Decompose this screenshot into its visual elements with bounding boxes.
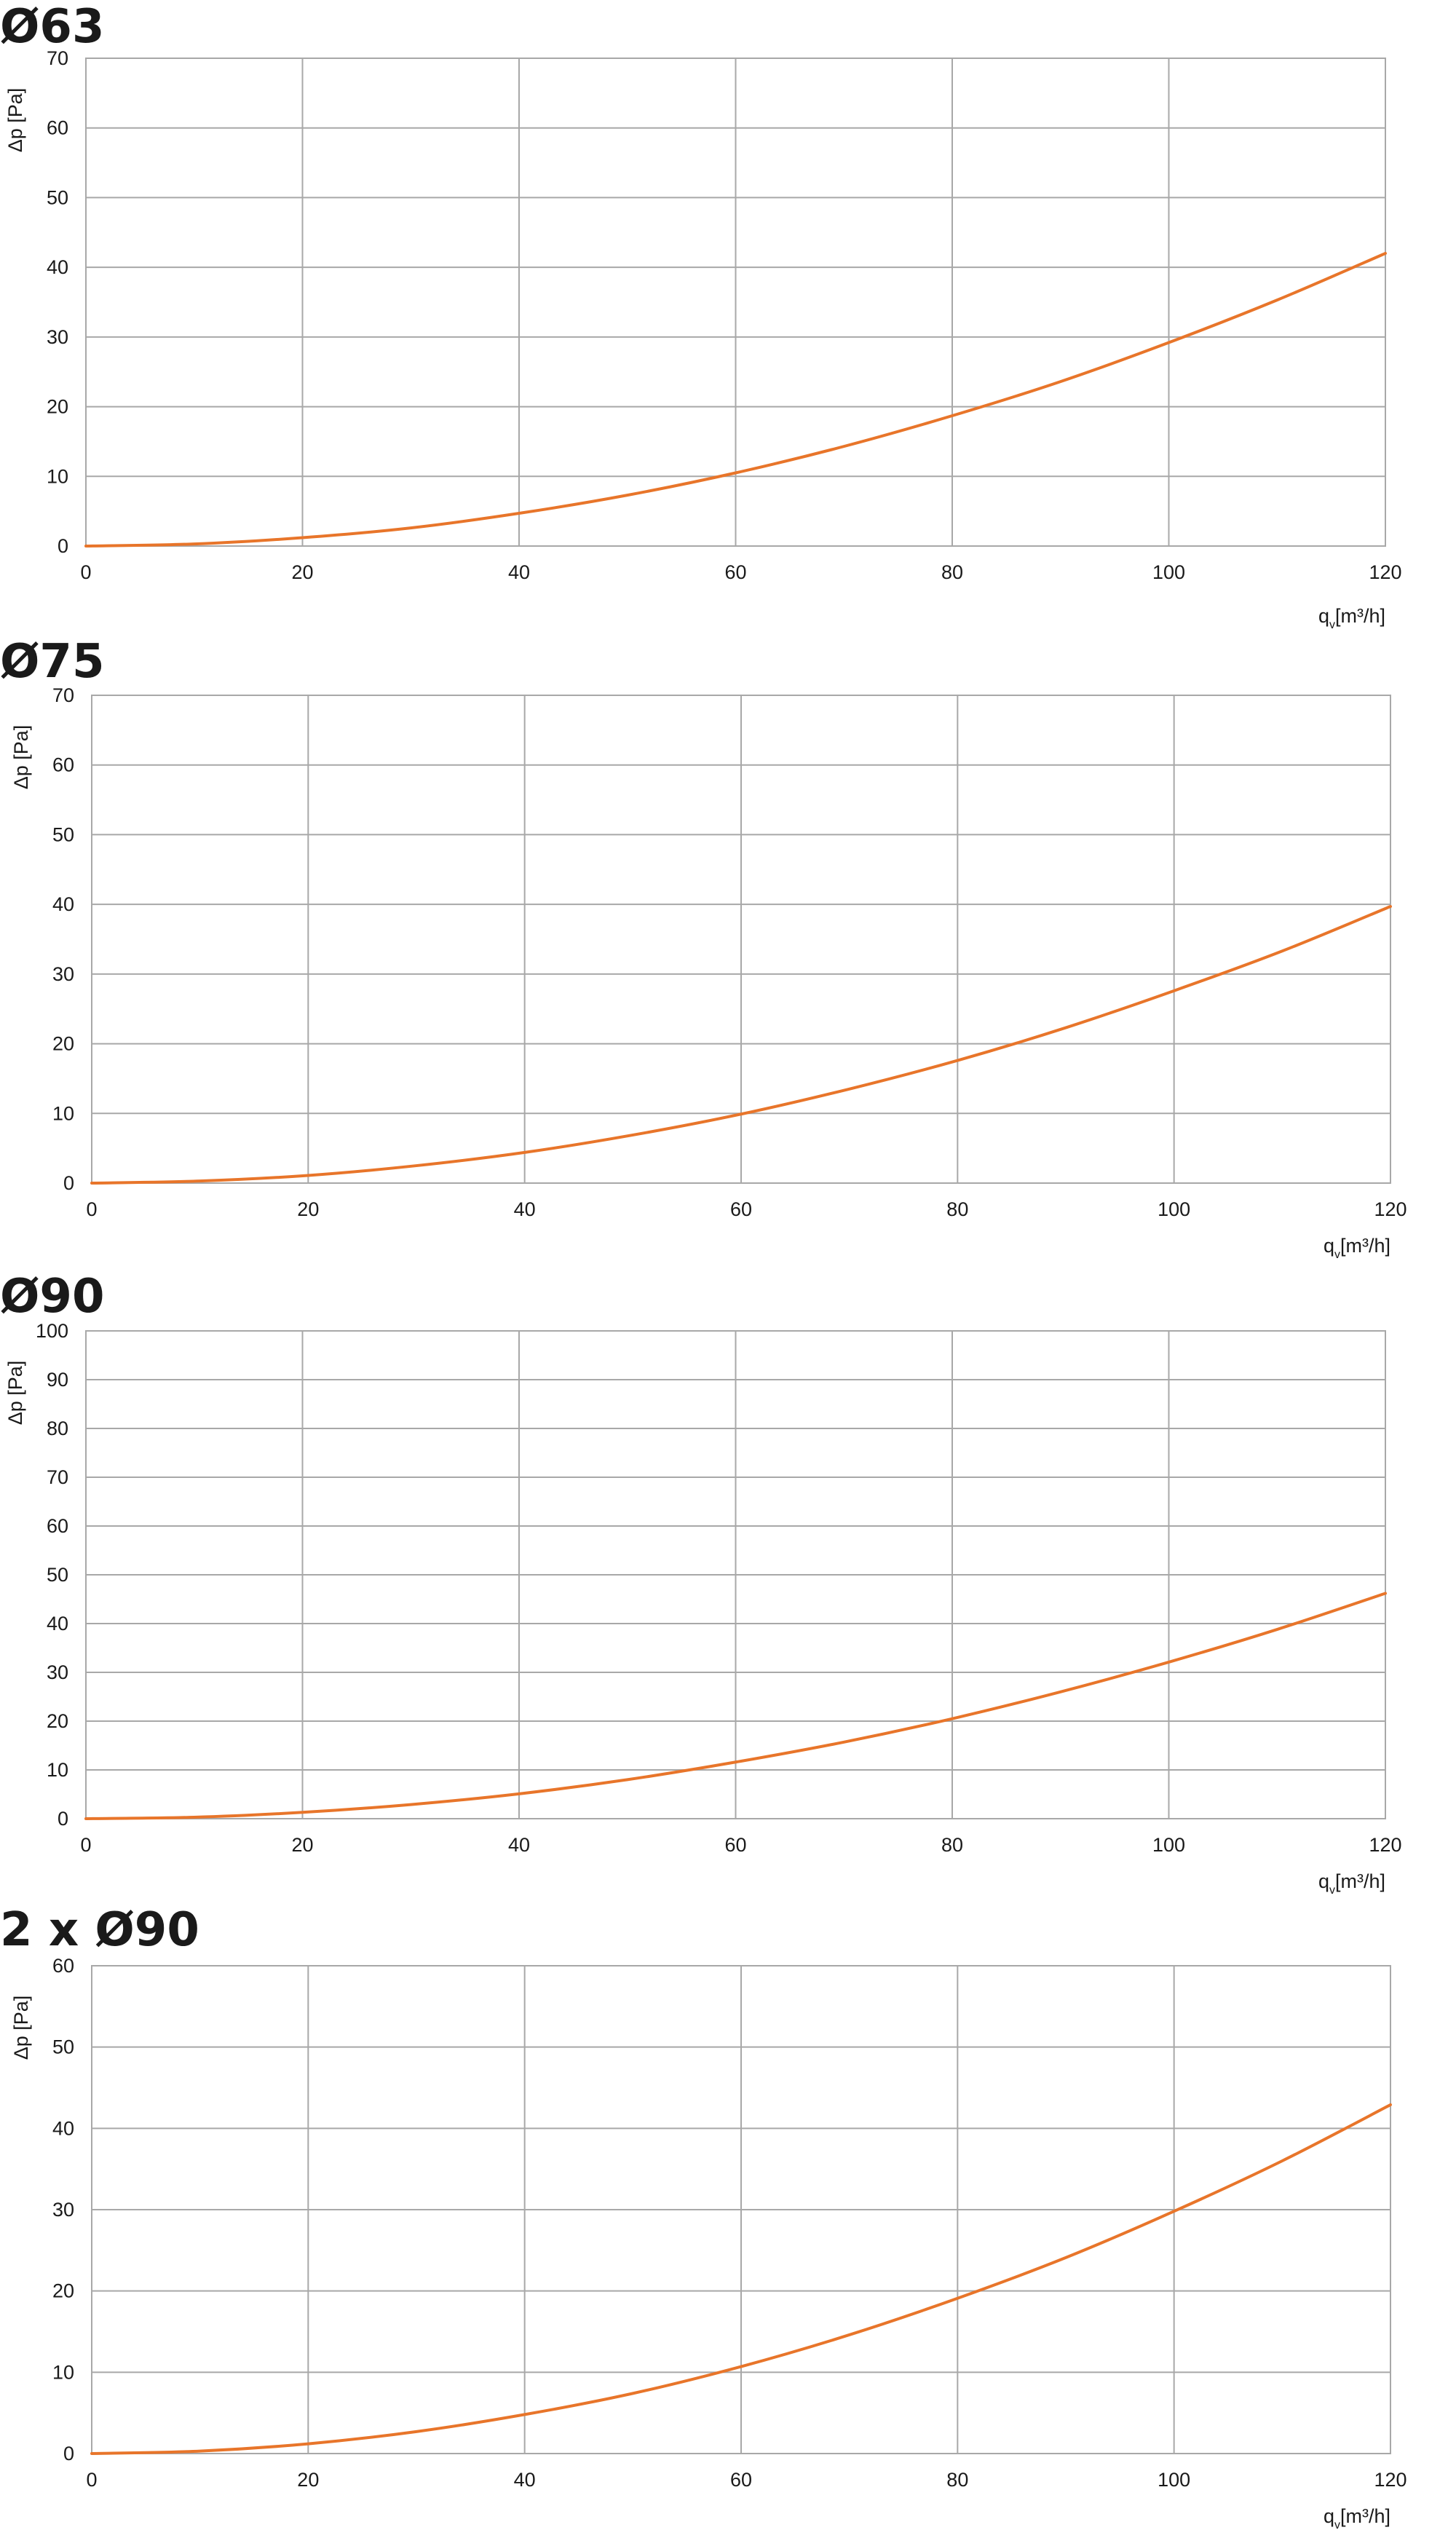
- y-tick-label: 40: [47, 1613, 68, 1634]
- x-tick-label: 80: [941, 1834, 963, 1856]
- x-tick-label: 100: [1152, 1834, 1185, 1856]
- pressure-curve: [84, 1592, 1387, 1820]
- y-tick-label: 70: [47, 1466, 68, 1488]
- x-axis-label-unit: [m³/h]: [1340, 1235, 1390, 1257]
- y-tick-label: 60: [47, 117, 68, 139]
- x-axis-label-sub: v: [1329, 619, 1335, 631]
- x-tick-label: 40: [508, 1834, 530, 1856]
- x-tick-label: 0: [80, 1834, 91, 1856]
- y-tick-label: 20: [47, 1710, 68, 1732]
- y-tick-label: 30: [52, 2199, 74, 2221]
- chart-2: Ø90 0 10 20 30 40 50 60 70 80 90 100 0 20 40 60 80 100 120…: [0, 1270, 1402, 1897]
- y-tick-label: 0: [63, 1172, 74, 1194]
- x-tick-label: 0: [86, 2469, 97, 2491]
- x-tick-label: 40: [508, 561, 530, 583]
- x-tick-label: 100: [1158, 1198, 1190, 1220]
- x-tick-label: 100: [1152, 561, 1185, 583]
- y-tick-label: 0: [63, 2443, 74, 2464]
- y-axis-label: Δp [Pa]: [4, 88, 26, 153]
- chart-title: Ø90: [0, 1270, 104, 1324]
- y-tick-label: 20: [47, 396, 68, 418]
- x-tick-label: 20: [291, 1834, 313, 1856]
- x-tick-label: 100: [1158, 2469, 1190, 2491]
- chart-1: Ø75 0 10 20 30 40 50 60 70 0 20 40 60 80 100 120 Δp [Pa]…: [0, 635, 1407, 1261]
- plot-frame: [91, 1965, 1391, 2454]
- y-tick-label: 60: [52, 754, 74, 776]
- x-tick-label: 0: [86, 1198, 97, 1220]
- x-tick-label: 60: [730, 2469, 752, 2491]
- x-tick-label: 20: [297, 2469, 319, 2491]
- y-tick-label: 10: [47, 1759, 68, 1781]
- y-tick-label: 50: [52, 823, 74, 845]
- x-tick-label: 20: [291, 561, 313, 583]
- pressure-curve: [90, 905, 1392, 1185]
- y-tick-label: 60: [47, 1515, 68, 1537]
- y-axis-label: Δp [Pa]: [10, 1996, 32, 2060]
- x-tick-label: 120: [1369, 1834, 1401, 1856]
- chart-0: Ø63 0 10 20 30 40 50 60 70 0 20 40 60 80 100 120 Δp [Pa]…: [0, 0, 1402, 631]
- x-axis-label: qv[m³/h]: [1318, 605, 1385, 631]
- x-tick-label: 0: [80, 561, 91, 583]
- y-tick-label: 80: [47, 1418, 68, 1439]
- x-tick-label: 120: [1374, 2469, 1406, 2491]
- y-tick-label: 50: [52, 2036, 74, 2058]
- x-tick-label: 120: [1374, 1198, 1406, 1220]
- y-tick-label: 40: [52, 893, 74, 915]
- y-tick-label: 100: [36, 1320, 68, 1342]
- y-tick-label: 30: [47, 1661, 68, 1683]
- y-tick-label: 20: [52, 2280, 74, 2302]
- x-axis-label-main: q: [1318, 605, 1329, 627]
- y-axis-label: Δp [Pa]: [10, 725, 32, 790]
- y-tick-label: 10: [52, 2361, 74, 2383]
- x-axis-label-sub: v: [1334, 2519, 1340, 2530]
- y-tick-label: 10: [47, 465, 68, 487]
- x-tick-label: 80: [946, 1198, 968, 1220]
- y-tick-label: 50: [47, 186, 68, 208]
- y-tick-label: 0: [58, 1808, 68, 1830]
- x-tick-label: 120: [1369, 561, 1401, 583]
- x-axis-label-unit: [m³/h]: [1340, 2505, 1390, 2527]
- y-tick-label: 30: [47, 326, 68, 348]
- x-axis-label: qv[m³/h]: [1318, 1870, 1385, 1897]
- pressure-curve: [90, 2103, 1392, 2455]
- x-tick-label: 60: [730, 1198, 752, 1220]
- y-tick-label: 0: [58, 535, 68, 557]
- x-tick-label: 60: [724, 1834, 746, 1856]
- y-tick-label: 40: [47, 256, 68, 278]
- plot-frame: [91, 695, 1391, 1184]
- y-tick-label: 40: [52, 2117, 74, 2139]
- x-tick-label: 40: [514, 2469, 536, 2491]
- x-axis-label: qv[m³/h]: [1324, 2505, 1390, 2530]
- y-tick-label: 70: [52, 684, 74, 706]
- pressure-curve: [84, 252, 1387, 547]
- y-tick-label: 20: [52, 1033, 74, 1055]
- y-tick-label: 90: [47, 1369, 68, 1391]
- y-tick-label: 10: [52, 1102, 74, 1124]
- x-axis-label-main: q: [1324, 1235, 1334, 1257]
- chart-title: 2 x Ø90: [0, 1903, 199, 1957]
- chart-title: Ø75: [0, 635, 104, 689]
- y-tick-label: 30: [52, 963, 74, 985]
- x-tick-label: 80: [941, 561, 963, 583]
- plot-frame: [85, 58, 1386, 547]
- x-axis-label-main: q: [1324, 2505, 1334, 2527]
- plot-frame: [85, 1330, 1386, 1819]
- x-tick-label: 60: [724, 561, 746, 583]
- x-tick-label: 20: [297, 1198, 319, 1220]
- x-axis-label-sub: v: [1334, 1249, 1340, 1261]
- x-tick-label: 40: [514, 1198, 536, 1220]
- x-axis-label-sub: v: [1329, 1884, 1335, 1897]
- y-tick-label: 70: [47, 47, 68, 69]
- chart-3: 2 x Ø90 0 10 20 30 40 50 60 0 20 40 60 80 100 120 Δp [P…: [0, 1903, 1407, 2530]
- y-tick-label: 60: [52, 1955, 74, 1977]
- x-tick-label: 80: [946, 2469, 968, 2491]
- y-axis-label: Δp [Pa]: [4, 1361, 26, 1426]
- x-axis-label: qv[m³/h]: [1324, 1235, 1390, 1261]
- x-axis-label-main: q: [1318, 1870, 1329, 1892]
- x-axis-label-unit: [m³/h]: [1335, 1870, 1385, 1892]
- x-axis-label-unit: [m³/h]: [1335, 605, 1385, 627]
- y-tick-label: 50: [47, 1564, 68, 1586]
- chart-title: Ø63: [0, 0, 104, 54]
